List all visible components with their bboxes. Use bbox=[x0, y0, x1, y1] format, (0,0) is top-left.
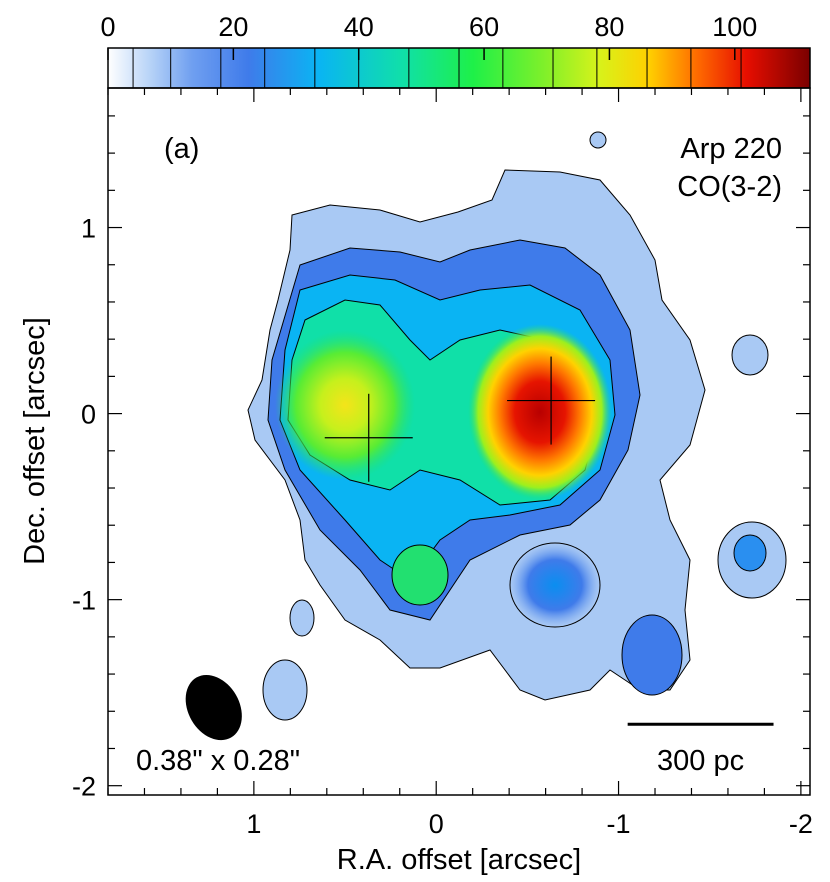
x-tick-label: 0 bbox=[429, 809, 444, 839]
x-tick-label: -1 bbox=[607, 809, 631, 839]
y-axis-title: Dec. offset [arcsec] bbox=[19, 317, 51, 565]
intensity-map bbox=[247, 131, 787, 721]
colorbar-tick-labels: 0 20 40 60 80 100 bbox=[100, 12, 757, 42]
colorbar-tick-label: 40 bbox=[344, 12, 374, 42]
y-tick-label: 0 bbox=[81, 400, 96, 430]
southwest-outlier bbox=[262, 659, 308, 721]
x-tick-label: 1 bbox=[246, 809, 261, 839]
panel-label: (a) bbox=[164, 133, 199, 165]
y-tick-label: -2 bbox=[72, 772, 96, 802]
line-name: CO(3-2) bbox=[677, 171, 782, 203]
y-tick-label: 1 bbox=[81, 214, 96, 244]
x-axis-title: R.A. offset [arcsec] bbox=[337, 844, 581, 876]
plot-frame bbox=[107, 87, 811, 796]
southwest-outlier-2 bbox=[289, 599, 315, 637]
colorbar-tick-label: 60 bbox=[469, 12, 499, 42]
south-blob-1 bbox=[391, 544, 449, 606]
northeast-outlier bbox=[731, 334, 769, 376]
north-clump bbox=[589, 131, 607, 149]
x-tick-labels: 1 0 -1 -2 bbox=[246, 809, 813, 839]
beam-ellipse bbox=[185, 674, 242, 741]
axis-ticks bbox=[107, 88, 810, 795]
south-blob-2 bbox=[509, 542, 601, 628]
y-tick-labels: 1 0 -1 -2 bbox=[72, 214, 96, 802]
x-tick-label: -2 bbox=[789, 809, 813, 839]
colorbar-tick-label: 0 bbox=[100, 12, 115, 42]
scale-bar-label: 300 pc bbox=[657, 745, 744, 777]
colorbar-tick-label: 80 bbox=[594, 12, 624, 42]
nucleus-crosses bbox=[324, 356, 596, 482]
east-nucleus-emission bbox=[275, 330, 415, 480]
southeast-blob bbox=[621, 614, 683, 696]
colorbar-tick-label: 20 bbox=[218, 12, 248, 42]
east-outlier-core bbox=[733, 534, 767, 572]
beam-label: 0.38" x 0.28" bbox=[136, 745, 300, 777]
source-name: Arp 220 bbox=[680, 133, 782, 165]
colorbar-ticks bbox=[107, 48, 742, 88]
west-nucleus-emission bbox=[468, 324, 612, 500]
colorbar: 0 20 40 60 80 100 bbox=[100, 12, 811, 89]
colorbar-tick-label: 100 bbox=[712, 12, 757, 42]
y-tick-label: -1 bbox=[72, 586, 96, 616]
